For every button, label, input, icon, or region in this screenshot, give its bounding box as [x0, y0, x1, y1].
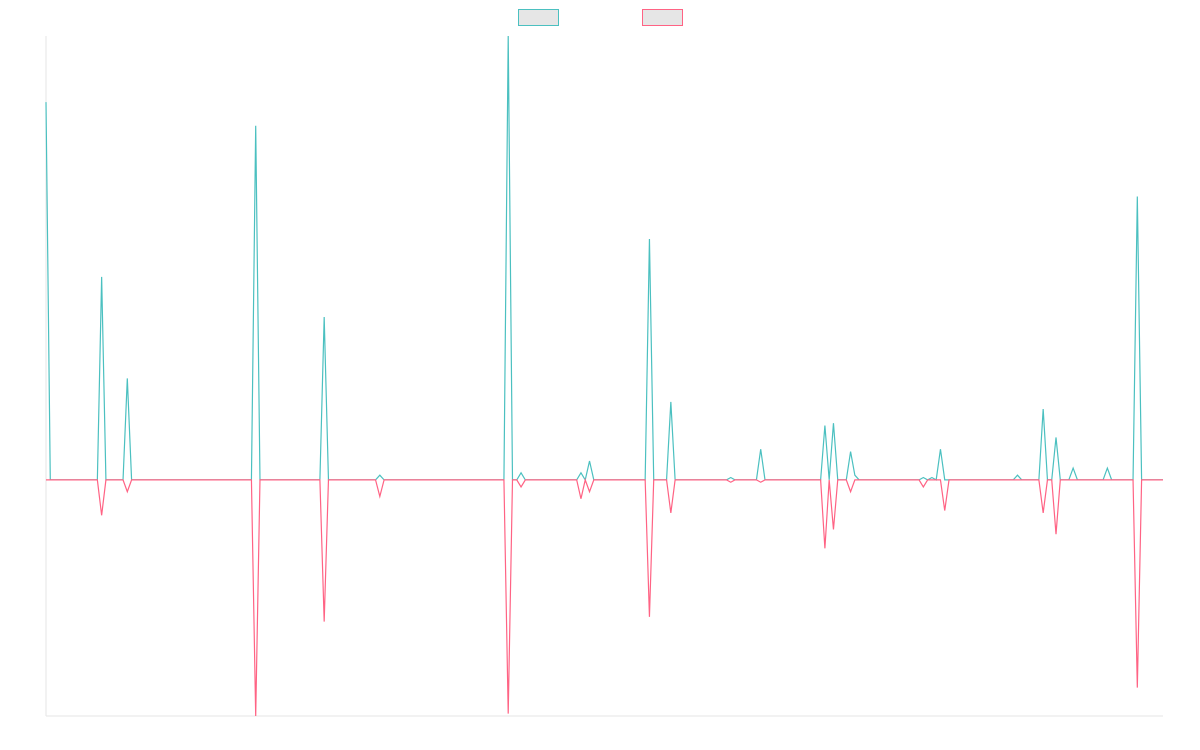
- series-1-line: [45, 35, 1163, 482]
- axes: [45, 36, 1163, 717]
- legend-swatch-2: [642, 9, 683, 26]
- legend: [518, 9, 683, 26]
- series-layer: [45, 35, 1163, 717]
- legend-swatch-1: [518, 9, 559, 26]
- series-2: [46, 477, 1163, 717]
- series-1: [45, 35, 1163, 482]
- series-2-line: [46, 477, 1163, 717]
- legend-item-2: [642, 9, 683, 26]
- legend-item-1: [518, 9, 559, 26]
